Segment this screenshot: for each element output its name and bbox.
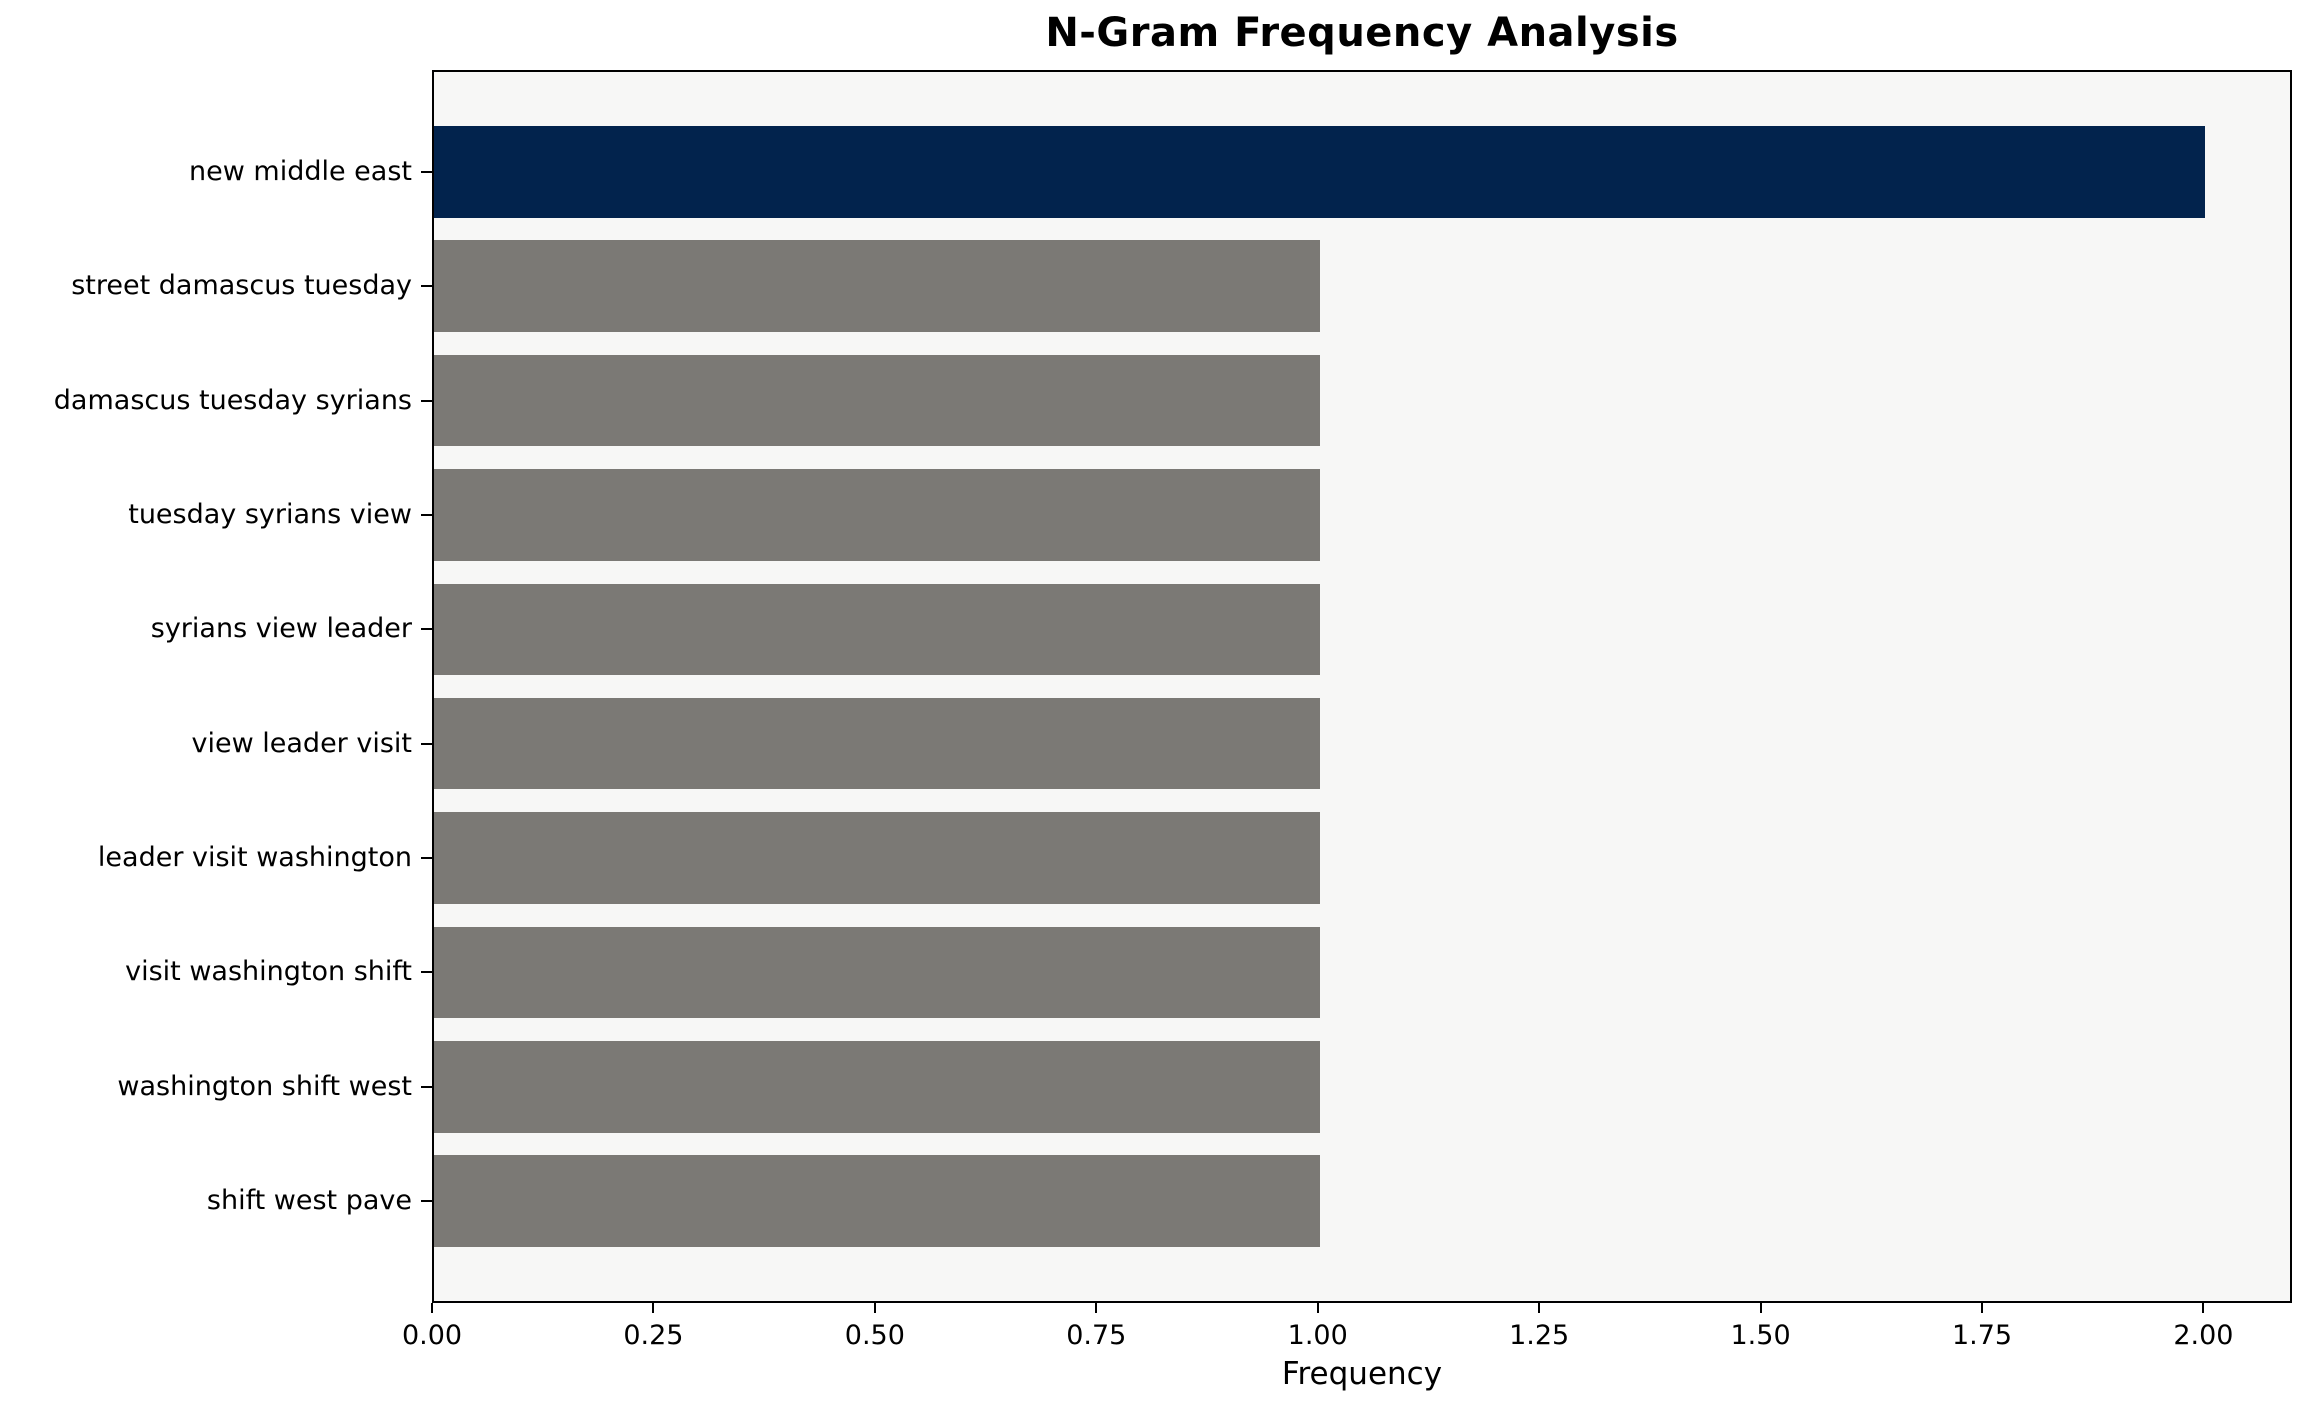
plot-area	[432, 70, 2292, 1303]
x-tick-mark	[1538, 1303, 1541, 1313]
x-tick-label: 0.00	[401, 1320, 463, 1351]
y-tick-mark	[421, 399, 432, 402]
bar	[434, 812, 1320, 904]
y-tick-mark	[421, 513, 432, 516]
x-tick-label: 0.75	[1066, 1320, 1127, 1351]
y-tick-label: tuesday syrians view	[128, 498, 412, 530]
bar	[434, 240, 1320, 332]
x-tick-mark	[1316, 1303, 1319, 1313]
bar	[434, 469, 1320, 561]
y-tick-label: visit washington shift	[125, 956, 412, 988]
y-tick-mark	[421, 1200, 432, 1203]
y-tick-mark	[421, 742, 432, 745]
x-tick-mark	[652, 1303, 655, 1313]
bar	[434, 697, 1320, 790]
bar	[434, 1041, 1320, 1133]
y-tick-label: washington shift west	[117, 1070, 412, 1102]
x-tick-label: 1.75	[1951, 1320, 2013, 1351]
y-tick-label: leader visit washington	[97, 842, 412, 874]
bar	[434, 583, 1320, 676]
x-tick-label: 1.00	[1287, 1320, 1348, 1351]
y-tick-label: syrians view leader	[150, 613, 412, 645]
y-tick-mark	[421, 170, 432, 173]
x-tick-mark	[1981, 1303, 1983, 1313]
y-tick-mark	[421, 1085, 432, 1088]
y-tick-label: damascus tuesday syrians	[53, 384, 412, 416]
bar	[434, 926, 1320, 1019]
x-tick-label: 0.50	[844, 1320, 905, 1351]
x-tick-mark	[431, 1303, 433, 1313]
y-tick-label: street damascus tuesday	[71, 270, 412, 302]
x-tick-mark	[1759, 1303, 1762, 1313]
x-tick-mark	[1095, 1303, 1098, 1313]
y-tick-mark	[421, 857, 432, 860]
x-axis-label: Frequency	[1281, 1356, 1443, 1392]
bar	[434, 126, 2206, 218]
x-tick-label: 0.25	[623, 1320, 684, 1351]
chart-title: N-Gram Frequency Analysis	[1045, 10, 1679, 56]
y-tick-mark	[421, 971, 432, 974]
bar	[434, 1155, 1320, 1247]
y-tick-mark	[421, 285, 432, 288]
x-tick-label: 2.00	[2173, 1320, 2234, 1351]
bar	[434, 354, 1320, 447]
x-tick-mark	[873, 1303, 876, 1313]
x-tick-mark	[2202, 1303, 2205, 1313]
y-tick-label: view leader visit	[191, 727, 412, 759]
x-tick-label: 1.25	[1509, 1320, 1570, 1351]
y-tick-label: shift west pave	[206, 1185, 412, 1217]
y-tick-label: new middle east	[189, 155, 412, 187]
x-tick-label: 1.50	[1730, 1320, 1791, 1351]
y-tick-mark	[421, 628, 432, 631]
